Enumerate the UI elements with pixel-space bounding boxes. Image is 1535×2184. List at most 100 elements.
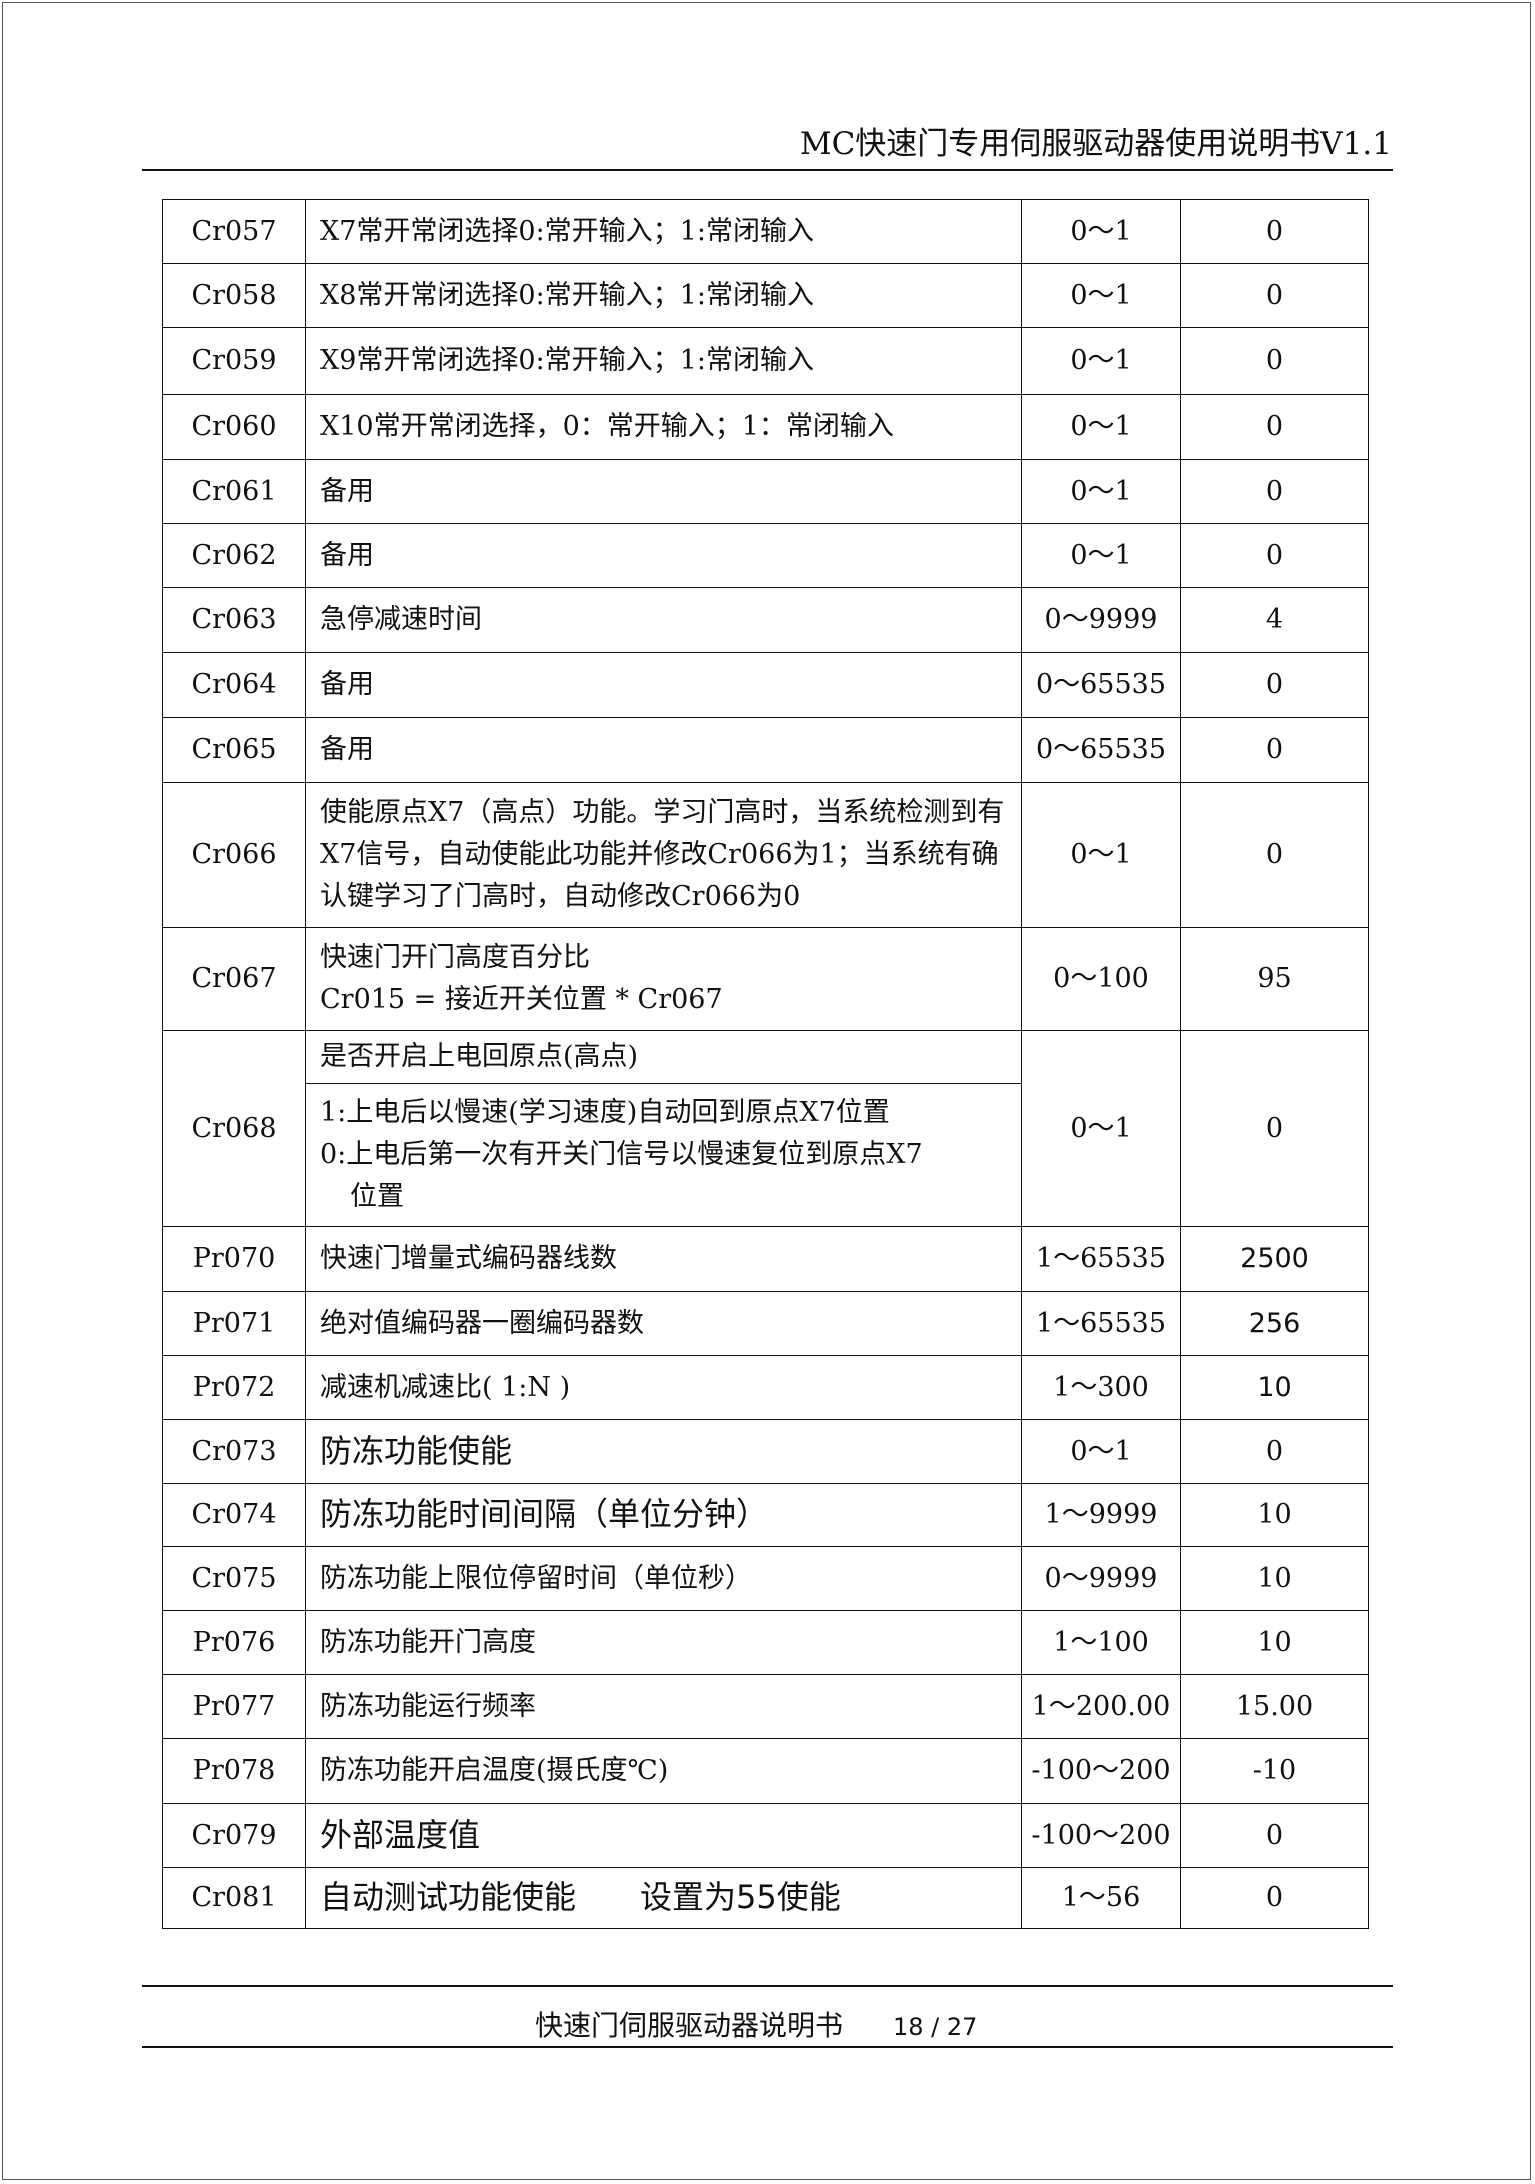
- param-default: 4: [1180, 587, 1369, 653]
- table-row: Cr064 备用 0～65535 0: [162, 652, 1369, 718]
- param-description: 减速机减速比( 1:N ): [305, 1355, 1022, 1420]
- param-code: Cr065: [162, 717, 306, 783]
- table-row: Pr077 防冻功能运行频率 1～200.00 15.00: [162, 1674, 1369, 1739]
- footer-divider-top: [142, 1985, 1393, 1987]
- table-row: Cr075 防冻功能上限位停留时间（单位秒） 0～9999 10: [162, 1546, 1369, 1611]
- param-default: 0: [1180, 1803, 1369, 1868]
- param-range: 1～65535: [1021, 1226, 1181, 1292]
- param-description: X9常开常闭选择0:常开输入；1:常闭输入: [305, 327, 1022, 395]
- param-default: 0: [1180, 652, 1369, 718]
- param-range: 0～1: [1021, 782, 1181, 928]
- param-description: X7常开常闭选择0:常开输入；1:常闭输入: [305, 199, 1022, 264]
- param-code: Cr074: [162, 1483, 306, 1547]
- page-header: MC快速门专用伺服驱动器使用说明书V1.1: [799, 126, 1392, 162]
- param-range: 0～1: [1021, 263, 1181, 328]
- param-range: 0～9999: [1021, 587, 1181, 653]
- param-range: 0～1: [1021, 459, 1181, 524]
- table-row: Pr078 防冻功能开启温度(摄氏度℃) -100～200 -10: [162, 1738, 1369, 1804]
- param-description: 快速门增量式编码器线数: [305, 1226, 1022, 1292]
- param-default: 10: [1180, 1483, 1369, 1547]
- param-default: 0: [1180, 263, 1369, 328]
- param-code: Cr063: [162, 587, 306, 653]
- table-row: Cr065 备用 0～65535 0: [162, 717, 1369, 783]
- parameter-table: Cr057 X7常开常闭选择0:常开输入；1:常闭输入 0～1 0 Cr058 X8常开常…: [162, 199, 1369, 1929]
- param-description: 防冻功能使能: [305, 1419, 1022, 1484]
- table-row: Pr070 快速门增量式编码器线数 1～65535 2500: [162, 1226, 1369, 1292]
- param-description: 自动测试功能使能 设置为55使能: [305, 1867, 1022, 1929]
- param-description: X8常开常闭选择0:常开输入；1:常闭输入: [305, 263, 1022, 328]
- param-code: Cr061: [162, 459, 306, 524]
- param-code: Pr070: [162, 1226, 306, 1292]
- param-code: Cr075: [162, 1546, 306, 1611]
- param-range: 0～1: [1021, 199, 1181, 264]
- param-code: Cr079: [162, 1803, 306, 1868]
- param-default: 0: [1180, 394, 1369, 460]
- table-row: Pr076 防冻功能开门高度 1～100 10: [162, 1610, 1369, 1675]
- page-number: 18 / 27: [893, 2013, 978, 2041]
- table-row: Pr071 绝对值编码器一圈编码器数 1～65535 256: [162, 1291, 1369, 1356]
- param-code: Pr078: [162, 1738, 306, 1804]
- footer-title: 快速门伺服驱动器说明书: [535, 2009, 844, 2042]
- table-row: Cr066 使能原点X7（高点）功能。学习门高时，当系统检测到有X7信号，自动使能…: [162, 782, 1369, 928]
- param-description: 快速门开门高度百分比 Cr015 = 接近开关位置 * Cr067: [305, 927, 1022, 1031]
- param-range: 0～9999: [1021, 1546, 1181, 1611]
- table-row: Cr068 是否开启上电回原点(高点) 0～1 0: [162, 1030, 1369, 1227]
- param-range: 0～100: [1021, 927, 1181, 1031]
- param-range: 0～1: [1021, 1419, 1181, 1484]
- param-range: 0～65535: [1021, 717, 1181, 783]
- table-row: Cr073 防冻功能使能 0～1 0: [162, 1419, 1369, 1484]
- param-code: Pr077: [162, 1674, 306, 1739]
- table-row: Cr060 X10常开常闭选择，0：常开输入；1：常闭输入 0～1 0: [162, 394, 1369, 460]
- param-range: 1～100: [1021, 1610, 1181, 1675]
- param-code: Pr076: [162, 1610, 306, 1675]
- param-code: Cr081: [162, 1867, 306, 1929]
- table-row: Cr058 X8常开常闭选择0:常开输入；1:常闭输入 0～1 0: [162, 263, 1369, 328]
- param-description: 使能原点X7（高点）功能。学习门高时，当系统检测到有X7信号，自动使能此功能并修…: [305, 782, 1022, 928]
- param-range: 1～200.00: [1021, 1674, 1181, 1739]
- table-row: Cr059 X9常开常闭选择0:常开输入；1:常闭输入 0～1 0: [162, 327, 1369, 395]
- param-code: Cr068: [162, 1030, 306, 1227]
- table-row: Cr061 备用 0～1 0: [162, 459, 1369, 524]
- param-default: 10: [1180, 1610, 1369, 1675]
- desc-line: Cr015 = 接近开关位置 * Cr067: [320, 984, 723, 1015]
- param-code: Cr062: [162, 523, 306, 588]
- param-default: 2500: [1180, 1226, 1369, 1292]
- desc-line: 位置: [350, 1180, 404, 1212]
- footer-divider-bottom: [142, 2046, 1393, 2048]
- param-code: Cr057: [162, 199, 306, 264]
- param-range: 1～300: [1021, 1355, 1181, 1420]
- param-range: 0～1: [1021, 327, 1181, 395]
- param-default: 0: [1180, 523, 1369, 588]
- param-range: 0～1: [1021, 1030, 1181, 1227]
- param-description: 1:上电后以慢速(学习速度)自动回到原点X7位置 0:上电后第一次有开关门信号以慢…: [305, 1083, 1022, 1227]
- param-range: -100～200: [1021, 1738, 1181, 1804]
- param-description: 防冻功能开门高度: [305, 1610, 1022, 1675]
- param-default: 256: [1180, 1291, 1369, 1356]
- param-default: 0: [1180, 1419, 1369, 1484]
- param-range: 0～65535: [1021, 652, 1181, 718]
- param-code: Cr067: [162, 927, 306, 1031]
- param-range: 0～1: [1021, 394, 1181, 460]
- param-default: 0: [1180, 199, 1369, 264]
- table-row: Cr081 自动测试功能使能 设置为55使能 1～56 0: [162, 1867, 1369, 1929]
- param-range: 1～56: [1021, 1867, 1181, 1929]
- table-row: Cr074 防冻功能时间间隔（单位分钟） 1～9999 10: [162, 1483, 1369, 1547]
- param-range: 0～1: [1021, 523, 1181, 588]
- param-default: -10: [1180, 1738, 1369, 1804]
- param-code: Cr073: [162, 1419, 306, 1484]
- desc-line: 0:上电后第一次有开关门信号以慢速复位到原点X7: [320, 1139, 923, 1171]
- param-code: Cr066: [162, 782, 306, 928]
- param-default: 0: [1180, 459, 1369, 524]
- param-description: 备用: [305, 717, 1022, 783]
- desc-line: 1:上电后以慢速(学习速度)自动回到原点X7位置: [320, 1097, 890, 1129]
- param-default: 95: [1180, 927, 1369, 1031]
- desc-line: 快速门开门高度百分比: [320, 942, 590, 974]
- param-default: 15.00: [1180, 1674, 1369, 1739]
- header-divider: [142, 169, 1393, 171]
- table-row: Cr067 快速门开门高度百分比 Cr015 = 接近开关位置 * Cr067 0～1…: [162, 927, 1369, 1031]
- param-description: 急停减速时间: [305, 587, 1022, 653]
- table-row: Cr057 X7常开常闭选择0:常开输入；1:常闭输入 0～1 0: [162, 199, 1369, 264]
- param-default: 0: [1180, 717, 1369, 783]
- param-code: Cr064: [162, 652, 306, 718]
